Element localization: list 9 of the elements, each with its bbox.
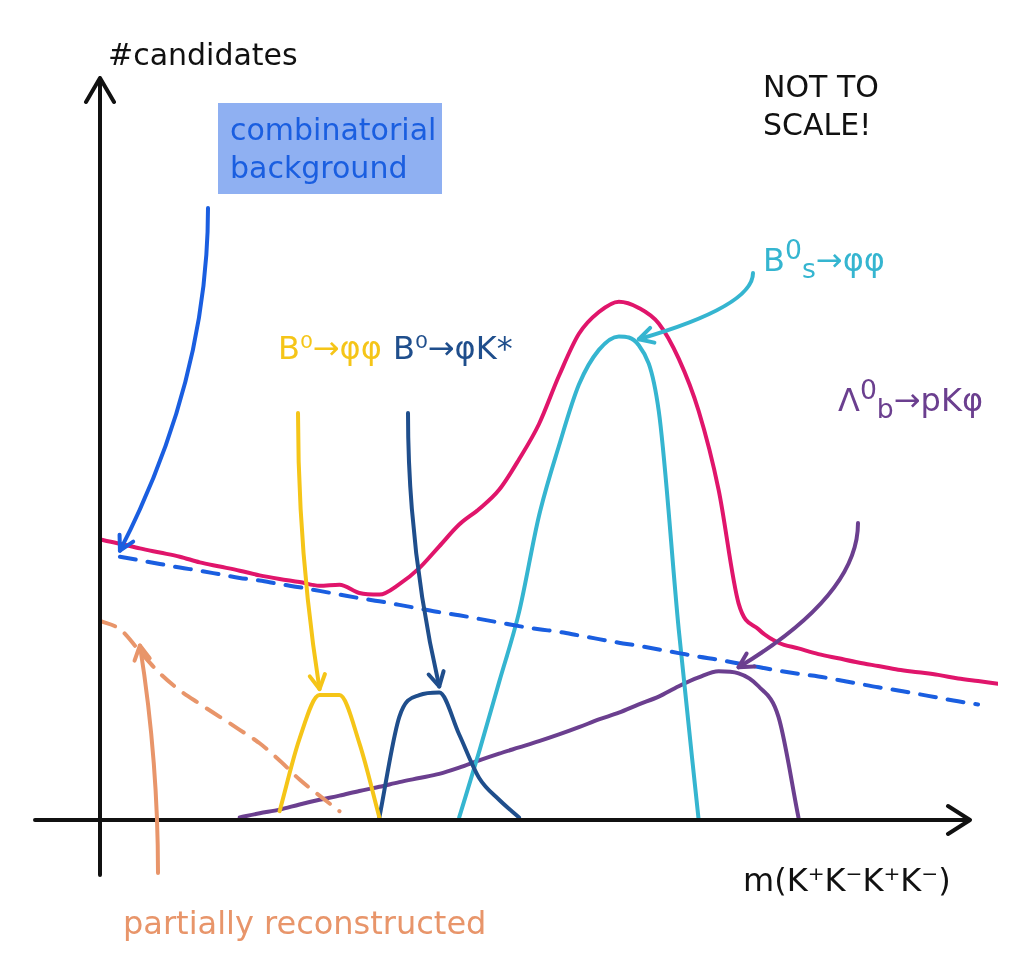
text: B$^{0}$$_{s}$→φφ: [763, 233, 885, 286]
text: B⁰→φK*: [393, 328, 513, 368]
text: combinatorial background: [218, 103, 442, 194]
text: NOT TO SCALE!: [763, 68, 880, 143]
text: #candidates: [108, 36, 299, 74]
text: B⁰→φφ: [278, 328, 382, 368]
x-axis-title: m(K⁺K⁻K⁺K⁻): [743, 860, 951, 900]
text: partially reconstructed: [123, 903, 487, 943]
text: Λ$^{0}$$_{b}$→pKφ: [838, 373, 983, 426]
